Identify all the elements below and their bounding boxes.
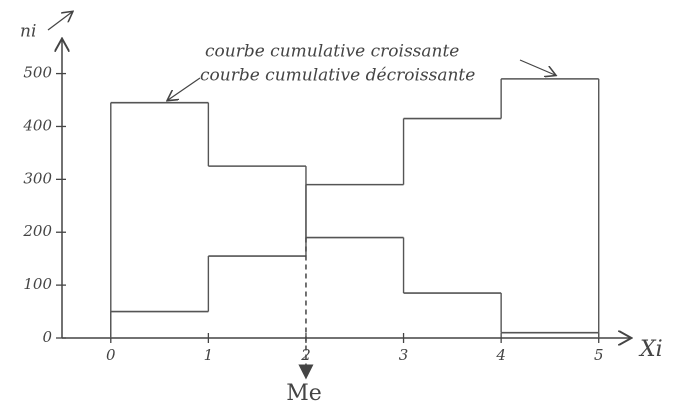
y-tick-label: 400 <box>22 116 52 134</box>
y-axis-label: ni <box>20 22 36 42</box>
y-tick-label: 300 <box>23 169 52 187</box>
y-axis-arrow <box>47 12 72 31</box>
legend-label: courbe cumulative croissante <box>205 42 459 62</box>
x-tick-label: 1 <box>204 346 214 364</box>
x-tick-label: 4 <box>495 346 506 364</box>
legend-label: courbe cumulative décroissante <box>200 66 475 86</box>
annotation-arrow <box>519 59 555 75</box>
annotation-arrow <box>168 77 201 100</box>
median-label: Me <box>286 381 322 406</box>
y-tick-label: 0 <box>42 328 52 346</box>
y-tick-label: 100 <box>23 275 52 293</box>
x-tick-label: 3 <box>399 346 409 364</box>
x-axis-label: Xi <box>638 337 663 362</box>
x-tick-label: 0 <box>106 346 116 364</box>
y-tick-label: 200 <box>22 222 52 240</box>
x-tick-label: 5 <box>594 346 604 364</box>
y-tick-label: 500 <box>23 64 52 82</box>
